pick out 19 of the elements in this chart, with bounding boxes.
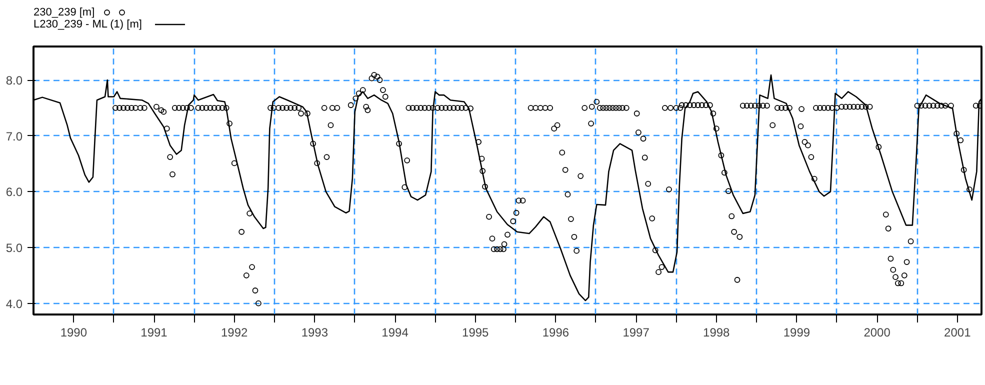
y-tick-label: 7.0	[6, 129, 23, 144]
x-tick-label: 1996	[542, 326, 570, 340]
legend-label: L230_239 - ML (1) [m]	[34, 18, 142, 30]
x-tick-label: 1997	[622, 326, 650, 340]
x-tick-label: 2000	[864, 326, 891, 340]
y-tick-label: 6.0	[6, 185, 23, 200]
x-tick-label: 1991	[140, 326, 168, 340]
legend-label: 230_239 [m]	[34, 6, 95, 18]
x-tick-label: 1992	[221, 326, 248, 340]
x-tick-label: 1995	[462, 326, 490, 340]
y-tick-label: 8.0	[6, 74, 23, 88]
y-tick-label: 5.0	[6, 241, 23, 255]
x-tick-label: 2001	[944, 326, 972, 340]
y-tick-label: 4.0	[6, 296, 23, 311]
x-tick-label: 1998	[703, 326, 730, 340]
x-tick-label: 1993	[301, 326, 328, 340]
x-tick-label: 1990	[60, 326, 88, 340]
x-tick-label: 1999	[783, 326, 810, 340]
x-tick-label: 1994	[382, 326, 409, 340]
